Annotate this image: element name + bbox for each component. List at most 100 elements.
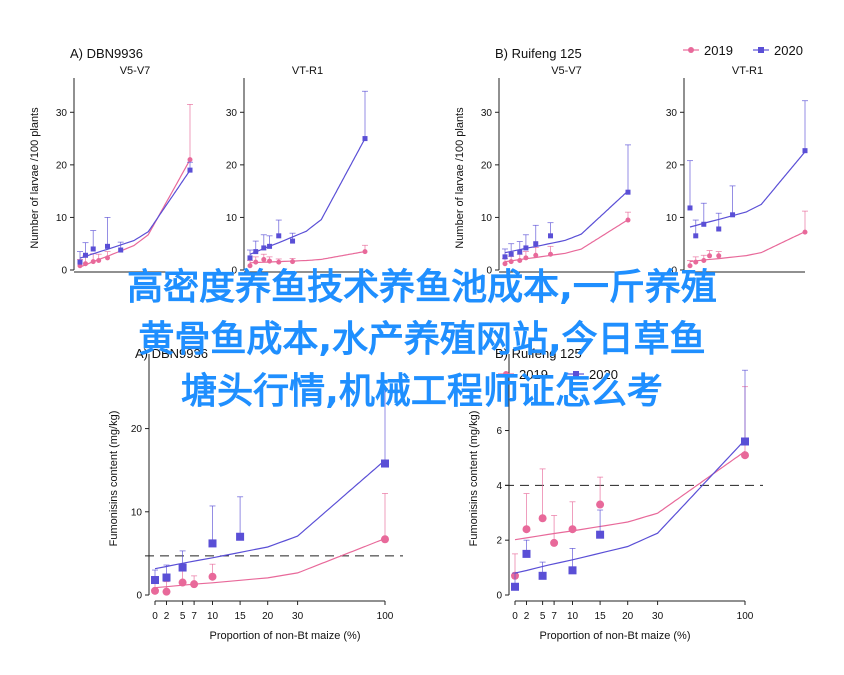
- panel-3-point-2019: [716, 253, 722, 259]
- panel-5-xtick-label: 2: [524, 611, 530, 622]
- panel-3-ytick-label: 10: [666, 213, 678, 224]
- panel-2-subtitle: V5-V7: [551, 65, 582, 77]
- panel-2-point-2020: [533, 241, 539, 247]
- panel-1-trend-2020: [249, 138, 366, 255]
- panel-5-xtick-label: 0: [512, 611, 518, 622]
- panel-5-xtick-label: 30: [652, 611, 664, 622]
- panel-0-point-2020: [77, 259, 83, 265]
- panel-1-ytick-label: 20: [226, 160, 238, 171]
- panel-2-point-2020: [508, 251, 514, 257]
- panel-2-trend-2020: [504, 190, 629, 254]
- panel-1-point-2020: [261, 245, 267, 251]
- panel-1-point-2020: [290, 238, 296, 244]
- panel-4-ytick-label: 0: [136, 591, 142, 602]
- panel-4-xtick-label: 7: [191, 611, 197, 622]
- panel-4-point-2020: [151, 576, 159, 585]
- panel-0-ytick-label: 30: [56, 108, 68, 119]
- panel-0-ytick-label: 10: [56, 213, 68, 224]
- panel-2-point-2019: [517, 258, 523, 264]
- panel-5-point-2020: [741, 437, 749, 446]
- panel-2-point-2019: [508, 259, 514, 265]
- panel-3-point-2020: [716, 226, 722, 232]
- panel-3-point-2019: [693, 259, 699, 265]
- panel-5-xtick-label: 100: [737, 611, 754, 622]
- panel-0-ytick-label: 20: [56, 160, 68, 171]
- legend-0-text-2020: 2020: [774, 43, 803, 58]
- panel-5-point-2019: [550, 538, 559, 547]
- panel-1-point-2019: [261, 256, 267, 262]
- panel-1-point-2019: [362, 249, 368, 255]
- panel-0-point-2020: [105, 243, 110, 249]
- panel-0-point-2019: [90, 259, 96, 265]
- panel-5-point-2020: [596, 530, 605, 539]
- panel-5-ytick-label: 2: [496, 536, 502, 547]
- panel-4-xtick-label: 5: [180, 611, 186, 622]
- panel-4-point-2020: [178, 563, 187, 572]
- legend-1-marker-2020: [573, 371, 579, 377]
- panel-2-point-2020: [523, 245, 529, 251]
- panel-0-point-2019: [83, 261, 88, 267]
- panel-1-point-2019: [267, 258, 273, 264]
- panel-5-point-2019: [522, 525, 531, 534]
- panel-0-y-axis-label: Number of larvae /100 plants: [29, 107, 41, 249]
- overlay-line-2: 黄骨鱼成本,水产养殖网站,今日草鱼: [138, 319, 706, 360]
- panel-1-point-2020: [247, 255, 253, 261]
- panel-3-point-2020: [802, 148, 808, 154]
- panel-1-point-2019: [276, 259, 282, 265]
- legend-0-text-2019: 2019: [704, 43, 733, 58]
- panel-5-xtick-label: 7: [551, 611, 557, 622]
- panel-2-ytick-label: 10: [481, 213, 493, 224]
- panel-1-ytick-label: 0: [231, 266, 237, 277]
- panel-4-point-2020: [236, 532, 245, 541]
- panel-4-point-2020: [162, 573, 171, 582]
- panel-1-ytick-label: 10: [226, 213, 238, 224]
- panel-2-ytick-label: 0: [486, 266, 492, 277]
- panel-0-point-2020: [187, 167, 193, 173]
- panel-1-point-2020: [267, 243, 273, 249]
- panel-2-point-2019: [625, 217, 631, 223]
- panel-5-xtick-label: 10: [567, 611, 579, 622]
- panel-2-point-2020: [625, 189, 631, 195]
- panel-4-ytick-label: 20: [131, 424, 143, 435]
- panel-3-point-2020: [687, 205, 693, 211]
- panel-4-point-2020: [208, 539, 217, 548]
- panel-4-xtick-label: 100: [377, 611, 394, 622]
- panel-5-ytick-label: 4: [496, 481, 502, 492]
- panel-4-xtick-label: 20: [262, 611, 274, 622]
- panel-4-trend-2020: [154, 459, 386, 570]
- panel-4-xtick-label: 0: [152, 611, 158, 622]
- panel-2-point-2020: [548, 233, 554, 239]
- overlay-line-3: 塘头行情,机械工程师证怎么考: [181, 371, 663, 412]
- overlay-line-1: 高密度养鱼技术养鱼池成本,一斤养殖: [127, 267, 717, 308]
- panel-5-point-2020: [511, 582, 519, 591]
- panel-4-point-2019: [151, 586, 159, 595]
- panel-2-point-2020: [502, 254, 508, 260]
- legend-1-text-2019: 2019: [519, 367, 548, 382]
- panel-2-y-axis-label: Number of larvae /100 plants: [454, 107, 466, 249]
- panel-3-ytick-label: 0: [671, 266, 677, 277]
- overlay-banner: 高密度养鱼技术养鱼池成本,一斤养殖 黄骨鱼成本,水产养殖网站,今日草鱼 塘头行情…: [0, 262, 844, 418]
- panel-3-trend-2020: [689, 151, 806, 228]
- panel-2-ytick-label: 30: [481, 108, 493, 119]
- panel-1-point-2020: [276, 233, 282, 239]
- panel-5-point-2019: [596, 500, 605, 509]
- panel-3-point-2020: [701, 221, 707, 227]
- panel-4-y-axis-label: Fumonisins content (mg/kg): [108, 411, 120, 547]
- panel-2-point-2019: [523, 255, 529, 261]
- panel-0-point-2020: [83, 252, 88, 258]
- legend-1-marker-2019: [503, 371, 509, 377]
- panel-3-trend-2019: [689, 231, 806, 263]
- panel-4-xtick-label: 2: [164, 611, 170, 622]
- panel-0-point-2019: [187, 157, 193, 163]
- panel-5-x-axis-label: Proportion of non-Bt maize (%): [539, 630, 690, 642]
- panel-4-point-2019: [178, 578, 187, 587]
- panel-4-panel-label: A) DBN9936: [135, 346, 208, 361]
- legend-0-marker-2020: [758, 47, 764, 53]
- panel-3-point-2020: [693, 233, 699, 239]
- panel-1-point-2020: [253, 249, 259, 255]
- panel-0-subtitle: V5-V7: [120, 65, 151, 77]
- panel-2-panel-label: B) Ruifeng 125: [495, 46, 582, 61]
- panel-5-point-2019: [538, 514, 547, 523]
- panel-5-ytick-label: 6: [496, 426, 502, 437]
- panel-4-xtick-label: 30: [292, 611, 304, 622]
